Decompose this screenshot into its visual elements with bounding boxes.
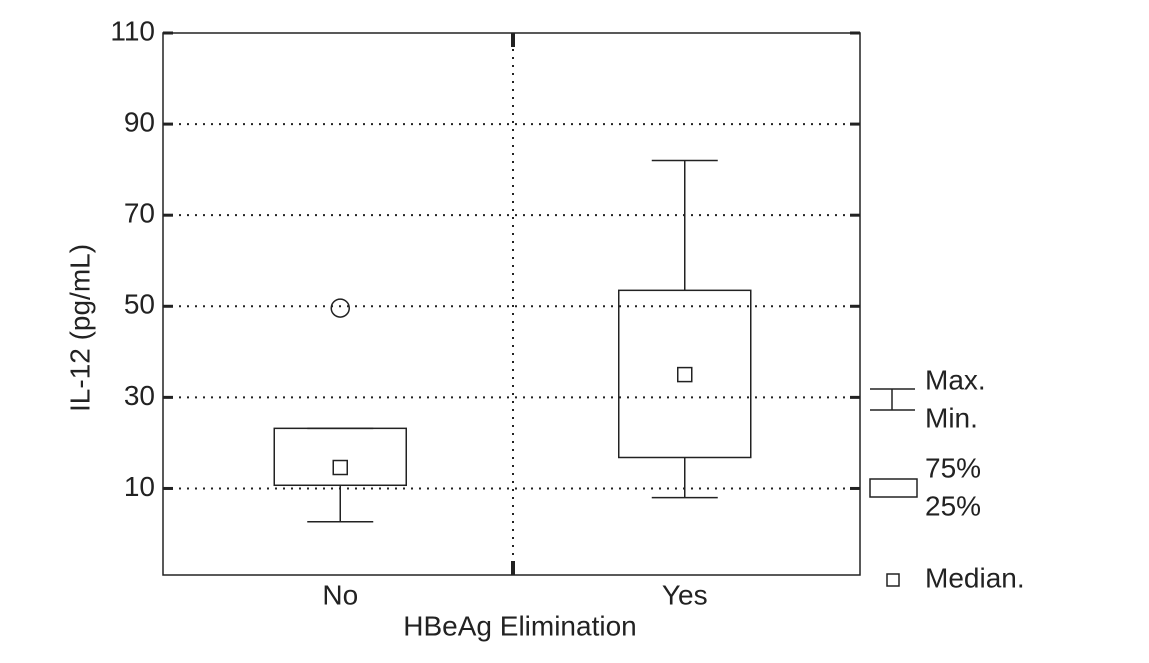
legend-box <box>869 478 918 498</box>
legend: Max. Min. 75% 25% Median. <box>869 364 1025 593</box>
y-tick-label: 10 <box>124 471 155 502</box>
y-tick-label: 90 <box>124 106 155 137</box>
box <box>273 427 407 487</box>
plot-frame <box>162 32 861 576</box>
y-tick-label: 50 <box>124 289 155 320</box>
median <box>332 459 348 476</box>
outlier <box>330 298 350 318</box>
box <box>618 289 752 459</box>
y-tick-label: 70 <box>124 198 155 229</box>
x-axis-title: HBeAg Elimination <box>403 610 636 641</box>
median <box>677 366 693 383</box>
y-tick-label: 110 <box>110 15 155 46</box>
x-tick-label: No <box>322 579 358 610</box>
y-axis-title: IL-12 (pg/mL) <box>64 244 95 412</box>
legend-label: 75% <box>925 452 981 483</box>
legend-label: Min. <box>925 402 978 433</box>
legend-label: Max. <box>925 364 986 395</box>
x-tick-label: Yes <box>662 579 708 610</box>
legend-label: 25% <box>925 490 981 521</box>
legend-median <box>886 573 900 587</box>
legend-label: Median. <box>925 562 1025 593</box>
y-tick-label: 30 <box>124 380 155 411</box>
